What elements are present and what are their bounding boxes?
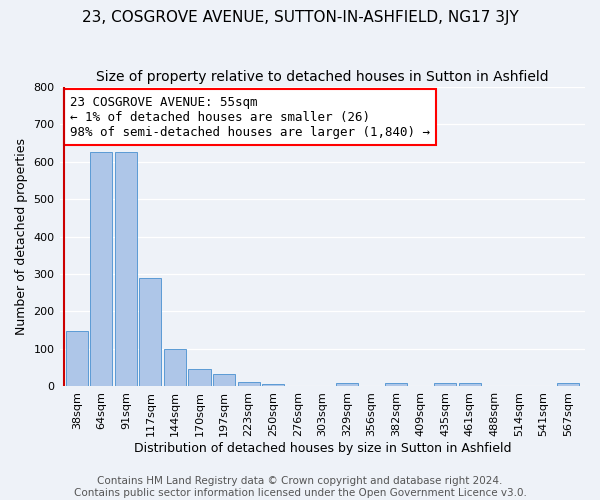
Bar [213, 374, 235, 386]
Bar [164, 349, 186, 387]
Text: Contains HM Land Registry data © Crown copyright and database right 2024.
Contai: Contains HM Land Registry data © Crown c… [74, 476, 526, 498]
Bar [336, 384, 358, 386]
Bar [238, 382, 260, 386]
Bar [434, 384, 456, 386]
Bar [385, 384, 407, 386]
Bar [139, 278, 161, 386]
Bar [262, 384, 284, 386]
Bar [188, 369, 211, 386]
Title: Size of property relative to detached houses in Sutton in Ashfield: Size of property relative to detached ho… [96, 70, 548, 84]
Bar [557, 384, 579, 386]
Bar [115, 152, 137, 386]
X-axis label: Distribution of detached houses by size in Sutton in Ashfield: Distribution of detached houses by size … [134, 442, 511, 455]
Text: 23 COSGROVE AVENUE: 55sqm
← 1% of detached houses are smaller (26)
98% of semi-d: 23 COSGROVE AVENUE: 55sqm ← 1% of detach… [70, 96, 430, 138]
Bar [65, 331, 88, 386]
Bar [90, 152, 112, 386]
Bar [458, 384, 481, 386]
Text: 23, COSGROVE AVENUE, SUTTON-IN-ASHFIELD, NG17 3JY: 23, COSGROVE AVENUE, SUTTON-IN-ASHFIELD,… [82, 10, 518, 25]
Y-axis label: Number of detached properties: Number of detached properties [15, 138, 28, 335]
